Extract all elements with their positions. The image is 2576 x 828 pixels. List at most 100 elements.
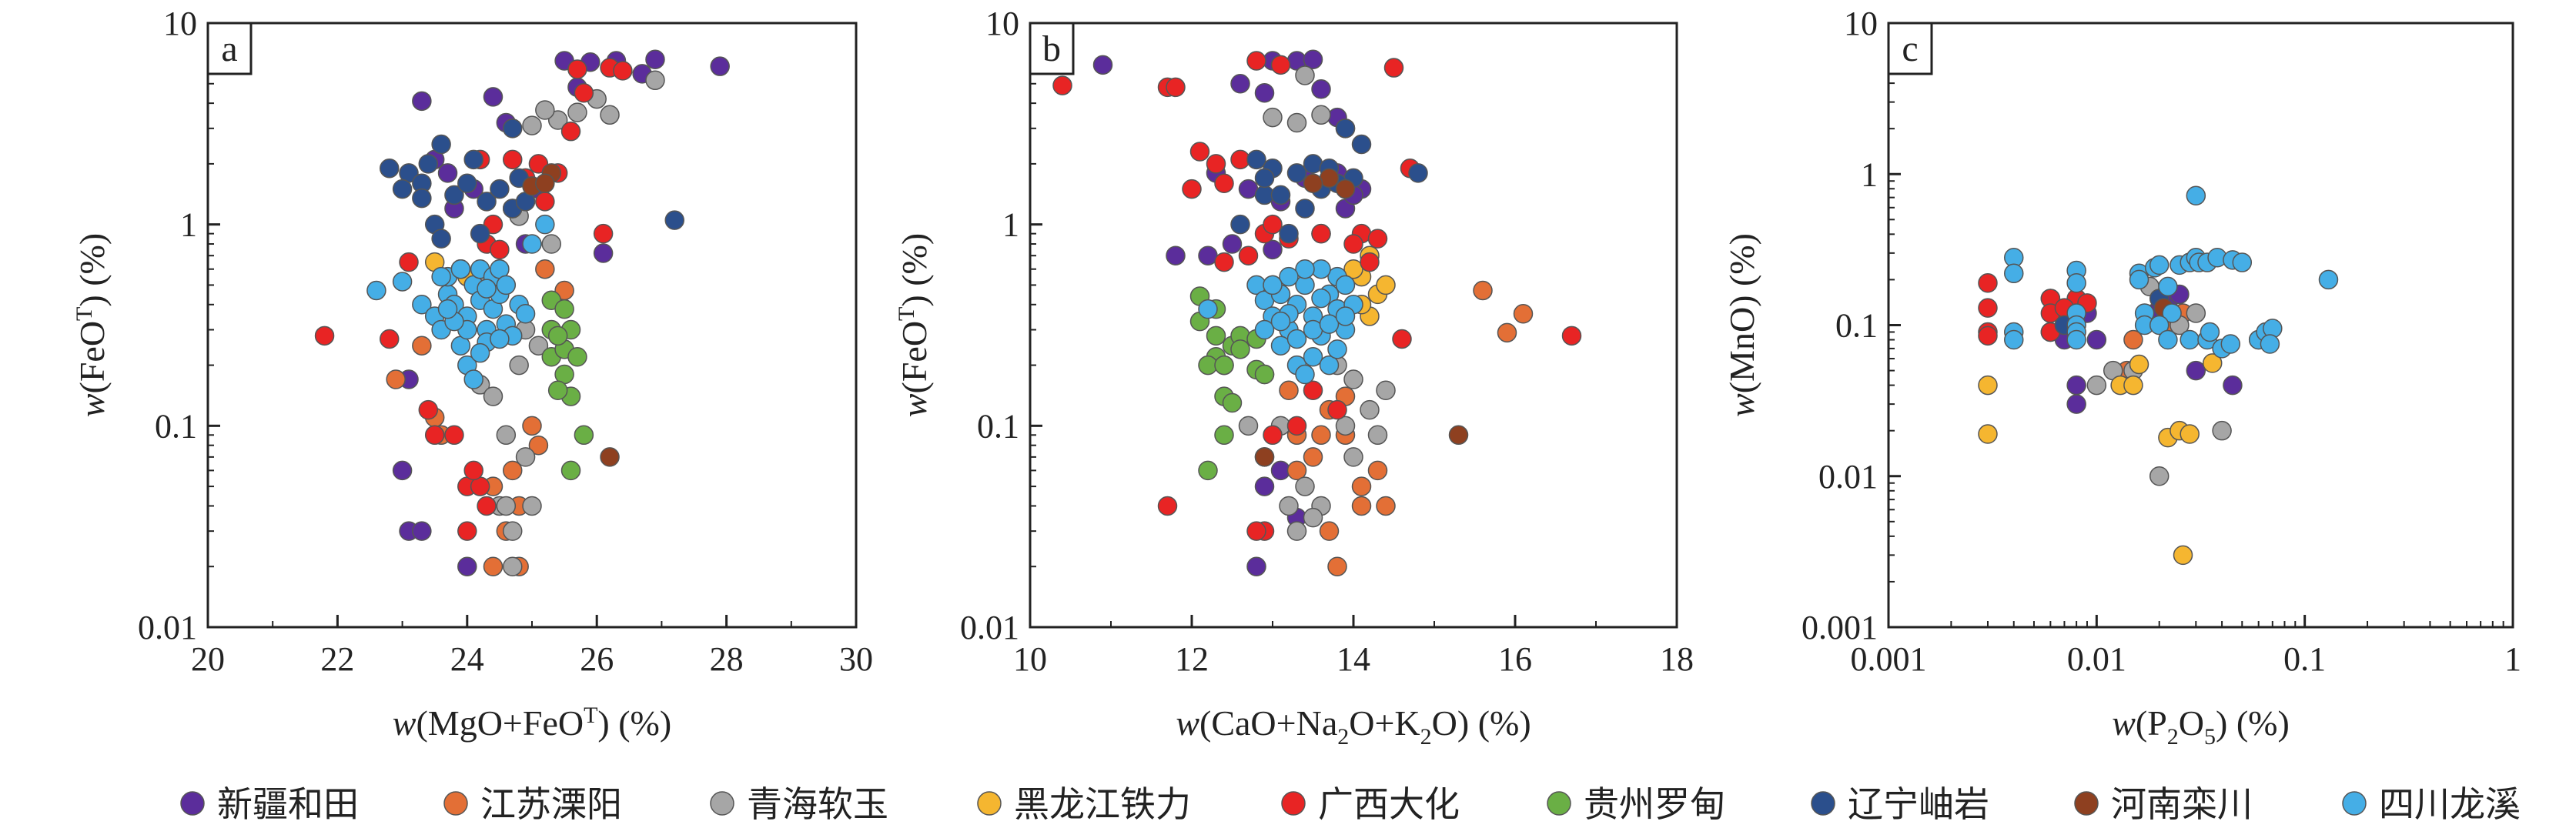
x-tick-label: 18 <box>1660 640 1694 678</box>
data-point <box>1392 329 1412 349</box>
data-point <box>1343 369 1363 389</box>
data-point <box>528 336 549 356</box>
data-point <box>1295 199 1315 219</box>
legend-label: 辽宁岫岩 <box>1848 783 1989 825</box>
legend-label: 四川龙溪 <box>2379 783 2521 825</box>
data-point <box>424 425 445 446</box>
data-point <box>431 229 451 249</box>
data-point <box>1311 425 1331 446</box>
legend-marker <box>2342 791 2367 816</box>
data-point <box>1222 392 1243 413</box>
data-point <box>1263 107 1283 128</box>
data-point <box>490 329 510 349</box>
data-point <box>502 521 523 541</box>
x-tick-label: 20 <box>191 640 225 678</box>
data-point <box>502 119 523 139</box>
data-point <box>1561 326 1582 346</box>
data-point <box>1230 339 1250 359</box>
data-point <box>535 100 555 120</box>
data-point <box>1335 275 1356 295</box>
data-point <box>2149 315 2170 336</box>
data-point <box>1254 364 1275 385</box>
data-point <box>1343 447 1363 467</box>
data-point <box>560 121 581 142</box>
data-point <box>1254 319 1275 340</box>
panel-c: 0.001 0.01 0.1 1 10 0.001 0.01 0.1 1 c w(P2​O5​) (… <box>1722 5 2521 750</box>
data-point <box>1311 79 1331 99</box>
data-point <box>2149 255 2170 275</box>
data-point <box>567 59 587 79</box>
data-point <box>2212 420 2232 441</box>
data-point <box>380 329 400 349</box>
data-point <box>1214 252 1234 272</box>
data-point <box>502 556 523 576</box>
data-point <box>1351 496 1372 516</box>
y-axis-label: w(FeOT​) (%) <box>72 233 112 417</box>
data-point <box>2123 375 2143 396</box>
legend-marker <box>180 791 205 816</box>
data-point <box>1513 304 1534 324</box>
data-point <box>1295 364 1315 385</box>
data-point <box>1286 112 1307 133</box>
data-point <box>1270 55 1291 75</box>
data-point <box>1230 214 1250 235</box>
data-point <box>1978 424 1998 444</box>
data-point <box>1214 425 1234 446</box>
data-point <box>1238 416 1259 436</box>
legend-label: 河南栾川 <box>2111 783 2253 825</box>
x-tick-label: 0.01 <box>2067 640 2126 678</box>
data-point <box>2066 394 2086 414</box>
data-point <box>1263 239 1283 260</box>
data-point <box>463 460 483 481</box>
y-tick-label: 1 <box>1002 206 1019 244</box>
data-point <box>1198 460 1218 481</box>
data-point <box>366 280 386 301</box>
data-point <box>1376 380 1396 401</box>
data-point <box>1166 77 1186 98</box>
data-point <box>418 399 439 420</box>
x-tick-label: 12 <box>1175 640 1209 678</box>
data-point <box>1279 380 1299 401</box>
data-point <box>2232 252 2253 272</box>
data-point <box>2173 545 2193 566</box>
data-point <box>1246 51 1266 71</box>
data-point <box>560 460 581 481</box>
data-point <box>392 179 413 199</box>
data-point <box>535 173 555 194</box>
data-point <box>1189 142 1210 162</box>
y-tick-label: 0.1 <box>155 407 197 445</box>
data-point <box>1367 460 1388 481</box>
data-point <box>1303 154 1323 174</box>
data-point <box>1319 355 1340 376</box>
data-point <box>1254 476 1275 496</box>
data-point <box>522 496 542 516</box>
data-point <box>1383 58 1404 78</box>
data-point <box>2186 185 2206 205</box>
data-point <box>477 279 497 299</box>
data-point <box>522 234 542 254</box>
data-point <box>2086 329 2107 350</box>
data-point <box>1263 214 1283 235</box>
data-point <box>2158 329 2178 350</box>
panel-letter: a <box>221 28 237 69</box>
data-point <box>515 304 536 324</box>
y-tick-label: 0.1 <box>977 407 1019 445</box>
data-point <box>444 425 464 446</box>
data-point <box>522 115 542 135</box>
data-point <box>1335 416 1356 436</box>
legend-label: 广西大化 <box>1318 783 1460 825</box>
data-point <box>463 369 483 389</box>
data-point <box>2004 263 2024 284</box>
data-point <box>1319 314 1340 334</box>
data-point <box>1254 447 1275 467</box>
data-point <box>457 173 477 194</box>
data-point <box>1376 275 1396 295</box>
data-point <box>2223 375 2243 396</box>
y-tick-label: 10 <box>985 5 1019 42</box>
legend-label: 贵州罗甸 <box>1584 783 1725 825</box>
data-point <box>490 179 510 199</box>
y-tick-label: 1 <box>1861 155 1878 193</box>
data-point <box>1303 173 1323 194</box>
data-point <box>2066 375 2086 396</box>
